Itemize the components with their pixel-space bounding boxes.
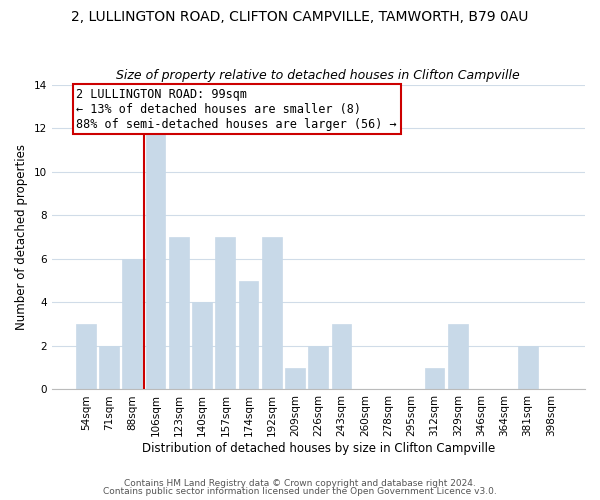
Bar	[122, 259, 142, 390]
Bar	[169, 237, 188, 390]
Text: 2 LULLINGTON ROAD: 99sqm
← 13% of detached houses are smaller (8)
88% of semi-de: 2 LULLINGTON ROAD: 99sqm ← 13% of detach…	[76, 88, 397, 131]
Bar	[332, 324, 352, 390]
Bar	[99, 346, 119, 390]
Text: Contains HM Land Registry data © Crown copyright and database right 2024.: Contains HM Land Registry data © Crown c…	[124, 478, 476, 488]
Bar	[215, 237, 235, 390]
Y-axis label: Number of detached properties: Number of detached properties	[15, 144, 28, 330]
Bar	[146, 128, 166, 390]
Title: Size of property relative to detached houses in Clifton Campville: Size of property relative to detached ho…	[116, 69, 520, 82]
Bar	[192, 302, 212, 390]
Bar	[308, 346, 328, 390]
Bar	[76, 324, 95, 390]
Bar	[448, 324, 468, 390]
Bar	[285, 368, 305, 390]
Bar	[518, 346, 538, 390]
Bar	[425, 368, 445, 390]
Text: Contains public sector information licensed under the Open Government Licence v3: Contains public sector information licen…	[103, 487, 497, 496]
X-axis label: Distribution of detached houses by size in Clifton Campville: Distribution of detached houses by size …	[142, 442, 495, 455]
Bar	[239, 280, 259, 390]
Text: 2, LULLINGTON ROAD, CLIFTON CAMPVILLE, TAMWORTH, B79 0AU: 2, LULLINGTON ROAD, CLIFTON CAMPVILLE, T…	[71, 10, 529, 24]
Bar	[262, 237, 282, 390]
